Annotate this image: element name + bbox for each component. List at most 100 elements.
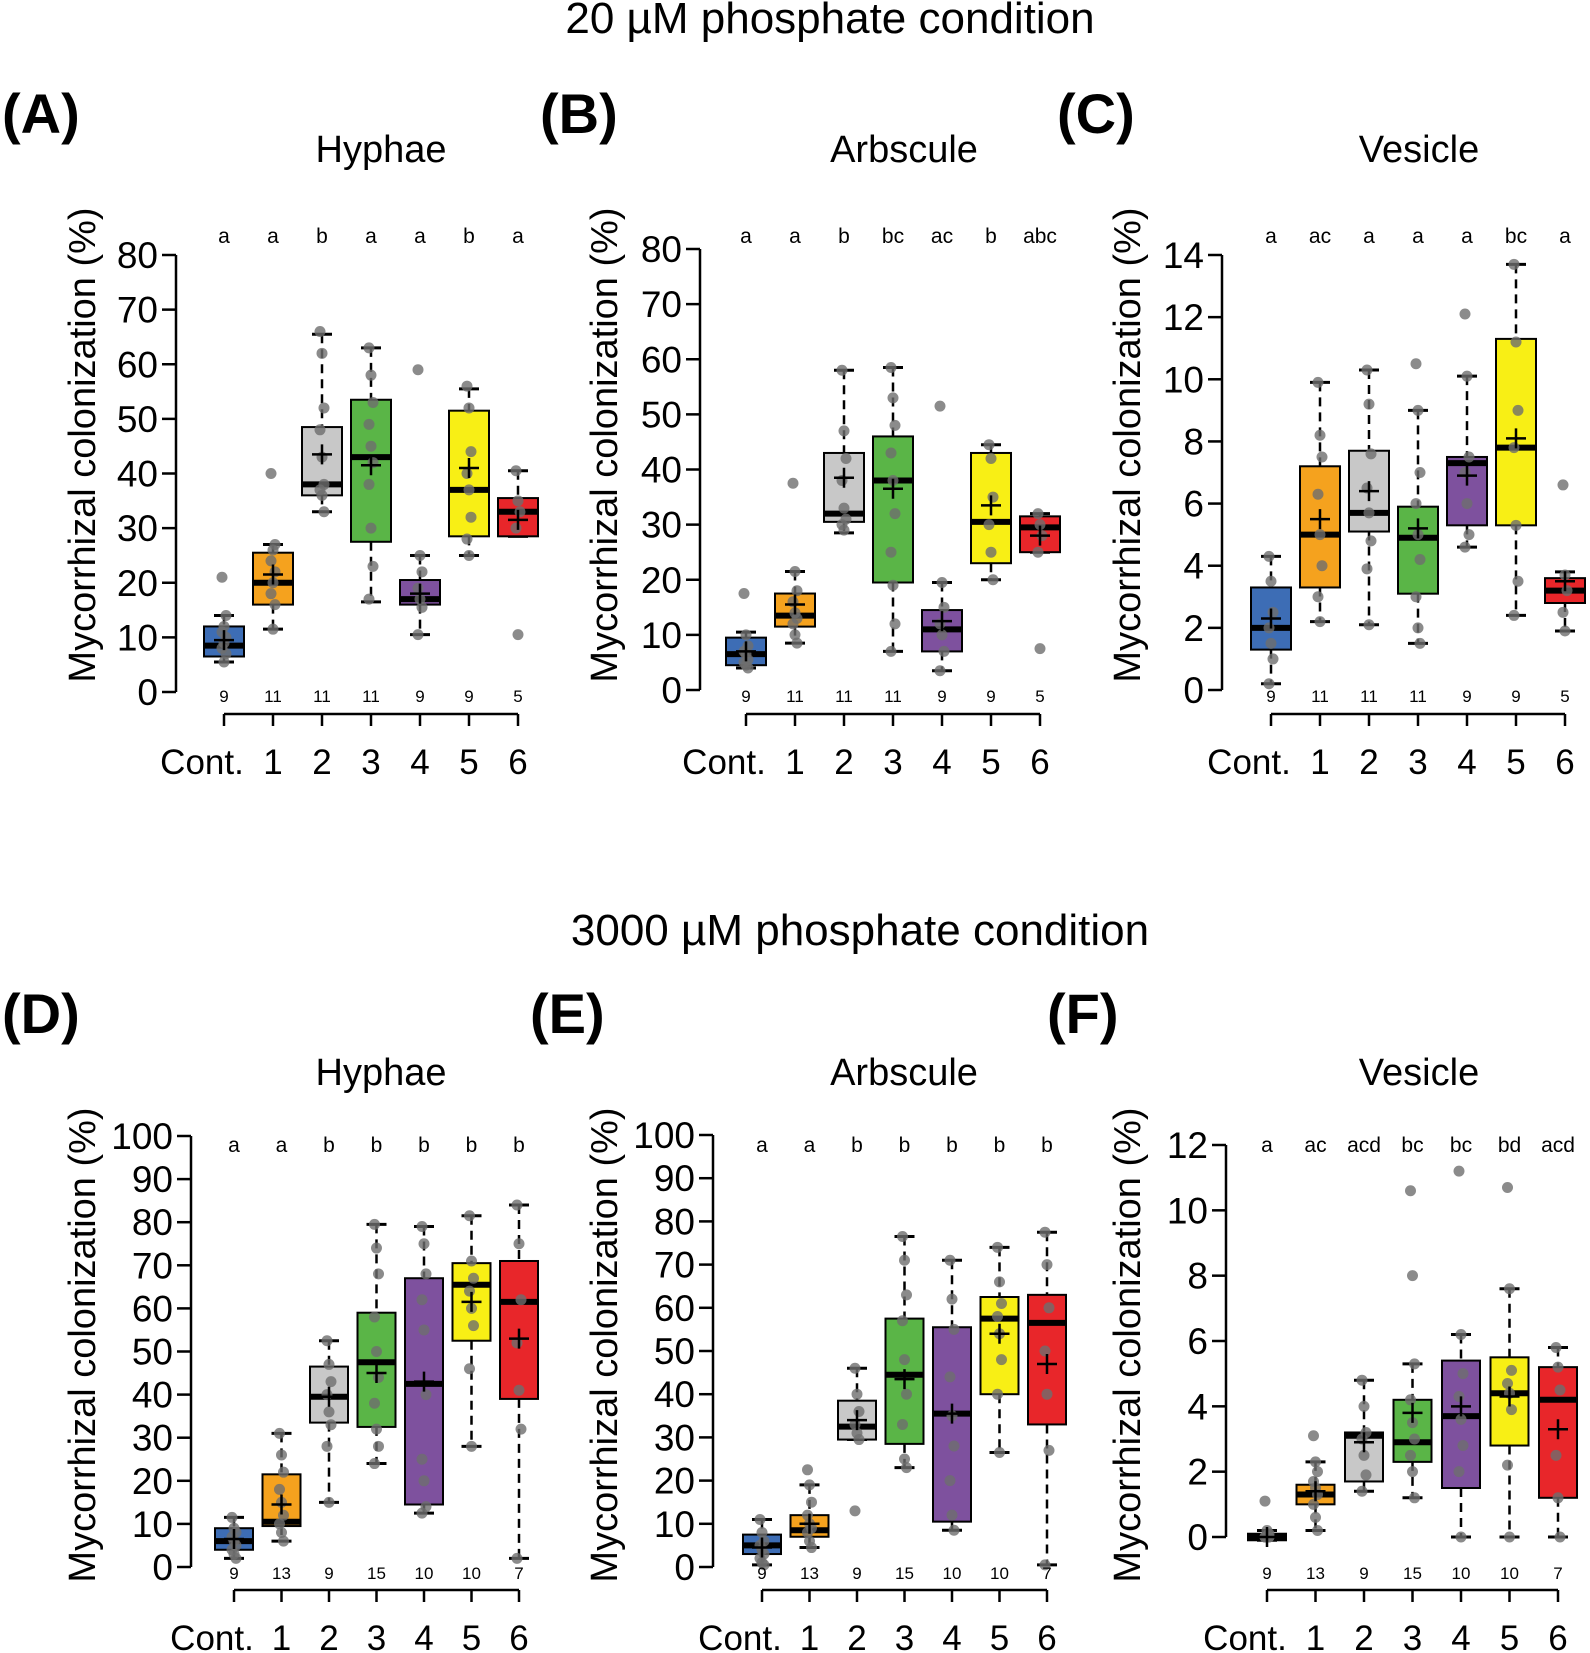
data-point	[416, 1507, 428, 1519]
data-point	[1557, 606, 1569, 618]
y-tick-label: 0	[137, 672, 158, 713]
x-tick-label: Cont.	[682, 743, 766, 782]
data-point	[1414, 554, 1426, 565]
significance-letter: bc	[1401, 1134, 1423, 1157]
y-tick-label: 100	[111, 1116, 173, 1157]
data-point	[789, 629, 801, 641]
data-point	[418, 1475, 430, 1487]
sample-size-label: 9	[741, 687, 750, 706]
data-point	[511, 1552, 523, 1564]
data-point	[371, 1242, 382, 1254]
data-point	[464, 1363, 475, 1375]
y-tick-label: 6	[1187, 1321, 1208, 1362]
data-point	[265, 468, 277, 479]
mean-marker	[932, 611, 952, 632]
significance-letter: b	[463, 225, 475, 248]
sample-size-label: 13	[1306, 1564, 1325, 1583]
mean-marker	[1354, 1432, 1374, 1453]
data-point	[985, 546, 997, 558]
significance-letter: a	[1261, 1134, 1273, 1157]
sample-size-label: 11	[884, 687, 902, 706]
data-point	[1405, 1394, 1416, 1406]
data-point	[464, 1285, 475, 1297]
data-point	[1409, 1492, 1420, 1504]
data-point	[321, 1440, 333, 1452]
data-point	[1459, 308, 1471, 320]
data-point	[1453, 1165, 1465, 1177]
y-tick-label: 70	[641, 284, 682, 325]
data-point	[897, 1231, 908, 1243]
significance-letter: a	[1265, 225, 1277, 248]
y-tick-label: 8	[1187, 1256, 1208, 1297]
data-point	[1310, 1456, 1321, 1468]
data-point	[323, 1406, 335, 1418]
data-point	[513, 1238, 525, 1250]
data-point	[1510, 519, 1522, 531]
data-point	[944, 1371, 956, 1383]
data-point	[1550, 1342, 1562, 1354]
data-point	[1412, 622, 1424, 634]
data-point	[1041, 1388, 1053, 1400]
data-point	[1265, 637, 1277, 649]
data-point	[1453, 1466, 1465, 1478]
mean-marker	[894, 1369, 915, 1390]
data-point	[220, 610, 232, 622]
data-point	[897, 1315, 908, 1327]
y-tick-label: 20	[654, 1461, 695, 1502]
significance-letter: a	[756, 1134, 768, 1157]
y-tick-label: 4	[1183, 546, 1204, 587]
significance-letter: a	[1559, 225, 1571, 248]
data-point	[851, 1388, 863, 1400]
data-point	[1032, 546, 1044, 558]
data-point	[1552, 1361, 1564, 1373]
data-point	[418, 1324, 430, 1336]
significance-letter: a	[804, 1134, 816, 1157]
y-axis-label: Mycorrhizal colonization (%)	[584, 1107, 626, 1582]
data-point	[1259, 1495, 1271, 1507]
data-point	[838, 524, 850, 536]
data-point	[849, 1362, 861, 1374]
panel-title: Hyphae	[316, 1052, 447, 1094]
data-point	[1316, 560, 1328, 572]
data-point	[1314, 616, 1326, 628]
data-point	[946, 1509, 958, 1521]
mean-marker	[834, 467, 854, 488]
data-point	[267, 623, 279, 635]
x-tick-label: 4	[414, 1619, 433, 1653]
x-tick-label: 2	[1359, 743, 1378, 782]
data-point	[1410, 358, 1422, 370]
panel-title: Vesicle	[1359, 129, 1479, 171]
significance-letter: a	[512, 225, 524, 248]
y-tick-label: 8	[1183, 421, 1204, 462]
sample-size-label: 9	[229, 1564, 238, 1583]
y-tick-label: 80	[654, 1201, 695, 1242]
data-point	[1455, 1413, 1467, 1425]
data-point	[806, 1496, 817, 1508]
mean-marker	[1408, 518, 1428, 539]
mean-marker	[981, 495, 1001, 516]
significance-letter: b	[513, 1134, 525, 1157]
data-point	[849, 1505, 861, 1517]
data-point	[325, 1376, 337, 1388]
significance-letter: b	[316, 225, 328, 248]
mean-marker	[785, 594, 805, 615]
data-point	[1365, 448, 1377, 460]
x-tick-label: 4	[410, 743, 429, 782]
data-point	[1457, 1440, 1469, 1452]
data-point	[806, 1542, 817, 1554]
data-point	[1504, 1531, 1515, 1543]
x-tick-label: 2	[319, 1619, 338, 1653]
panel-letter: (E)	[530, 982, 605, 1045]
data-point	[274, 1427, 285, 1439]
significance-letter: bc	[1505, 225, 1527, 248]
x-tick-label: 4	[932, 743, 951, 782]
data-point	[1310, 1511, 1321, 1523]
x-tick-label: 1	[1310, 743, 1329, 782]
significance-letter: ac	[1304, 1134, 1326, 1157]
data-point	[276, 1449, 287, 1461]
sample-size-label: 15	[1403, 1564, 1422, 1583]
data-point	[276, 1527, 287, 1539]
data-point	[1407, 1466, 1418, 1478]
data-point	[1561, 585, 1573, 597]
